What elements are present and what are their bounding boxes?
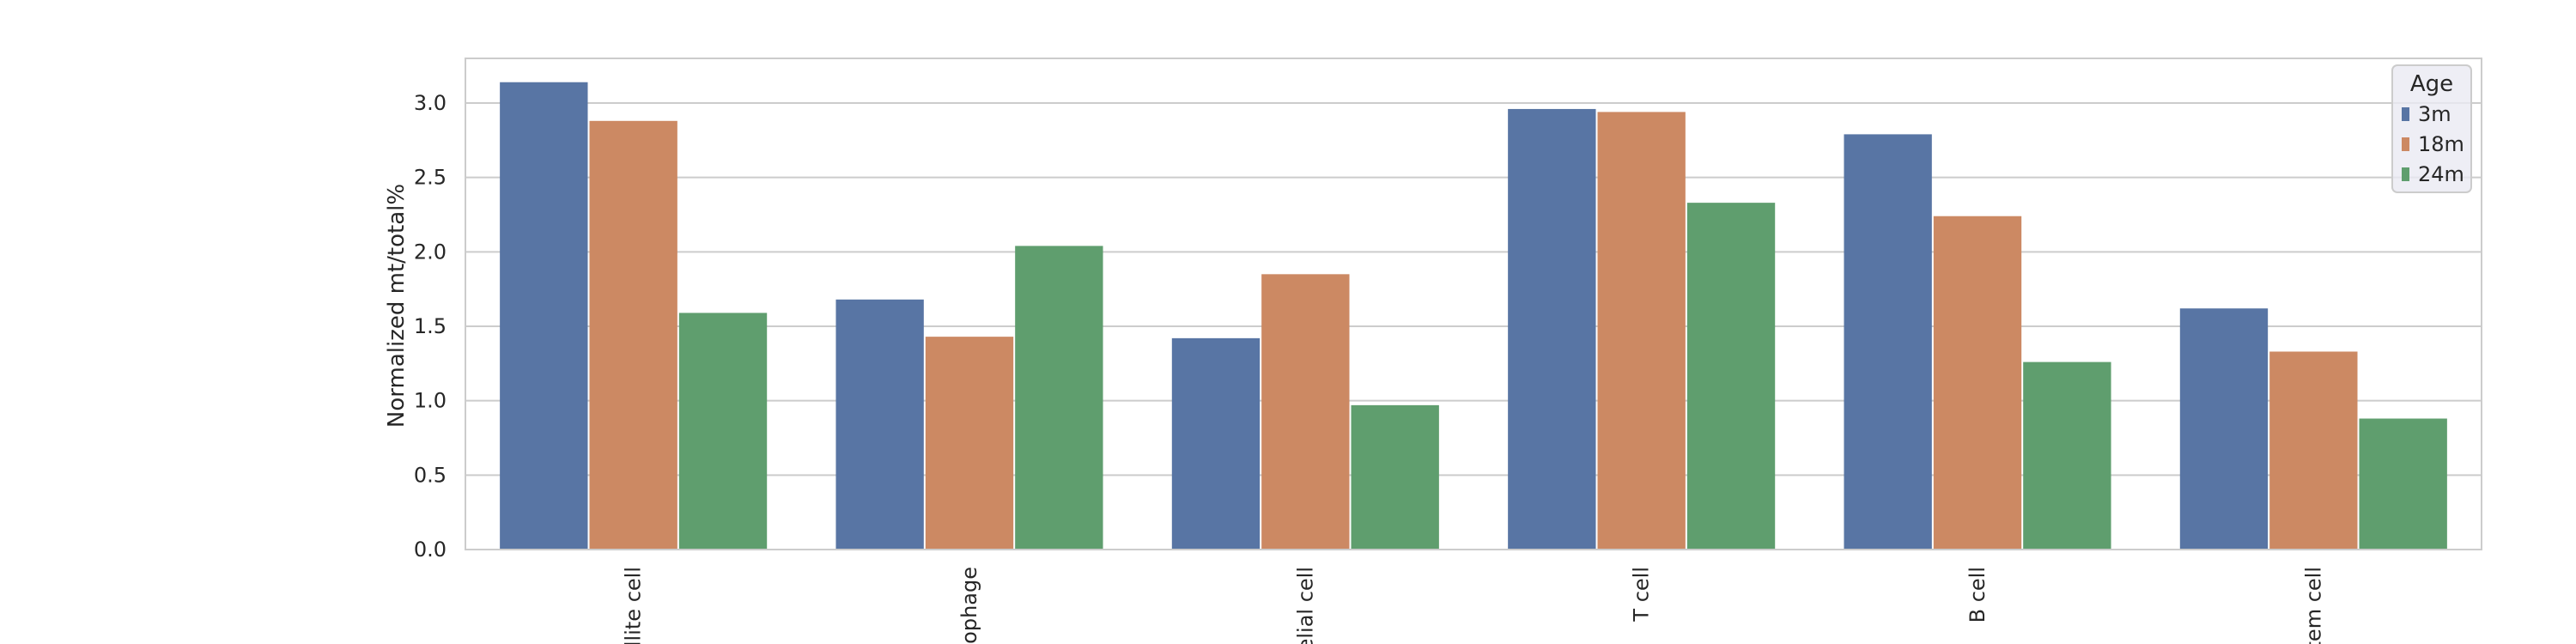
bar-24m-3 <box>1686 203 1776 550</box>
legend-box <box>2391 64 2472 193</box>
bar-18m-2 <box>1261 274 1350 550</box>
bar-3m-0 <box>500 82 588 550</box>
bar-24m-2 <box>1351 404 1439 550</box>
bar-3m-4 <box>1844 134 1932 550</box>
bar-3m-1 <box>835 299 924 550</box>
bar-3m-3 <box>1508 108 1596 550</box>
gridlines <box>465 102 2482 550</box>
y-tick-label: 0.0 <box>414 538 447 562</box>
legend: Age 3m 18m 24m <box>2391 64 2472 193</box>
bar-3m-5 <box>2179 308 2269 550</box>
x-tick-label: B cell <box>1965 567 1990 623</box>
bar-18m-1 <box>925 337 1014 550</box>
x-tick-label: ophage <box>957 567 981 644</box>
plot-frame <box>465 58 2482 550</box>
legend-swatch-18m <box>2402 137 2409 151</box>
legend-title: Age <box>2410 71 2453 97</box>
bar-24m-4 <box>2023 361 2111 550</box>
legend-entry-3m: 3m <box>2418 102 2451 126</box>
y-axis-label: Normalized mt/total% <box>384 184 410 428</box>
y-tick-label: 3.0 <box>414 91 447 115</box>
bar-18m-0 <box>589 120 677 550</box>
x-axis-ticks: llite cell ophage elial cell T cell B cell te… <box>622 567 2326 644</box>
y-axis-ticks: 0.0 0.5 1.0 1.5 2.0 2.5 3.0 <box>414 91 447 562</box>
legend-entry-18m: 18m <box>2418 132 2464 156</box>
x-tick-label: tem cell <box>2301 567 2325 644</box>
bar-18m-5 <box>2269 351 2358 550</box>
y-tick-label: 0.5 <box>414 463 447 487</box>
y-tick-label: 1.0 <box>414 389 447 413</box>
x-tick-label: elial cell <box>1293 567 1317 644</box>
y-tick-label: 2.0 <box>414 240 447 264</box>
legend-swatch-24m <box>2402 167 2409 181</box>
y-tick-label: 1.5 <box>414 314 447 338</box>
legend-swatch-3m <box>2402 107 2409 121</box>
bar-18m-4 <box>1933 216 2022 550</box>
x-tick-label: T cell <box>1630 567 1654 623</box>
bar-3m-2 <box>1171 337 1261 550</box>
bar-24m-5 <box>2359 418 2447 550</box>
x-tick-label: llite cell <box>622 567 646 644</box>
legend-entry-24m: 24m <box>2418 162 2464 186</box>
y-tick-label: 2.5 <box>414 166 447 190</box>
bar-24m-1 <box>1015 246 1103 550</box>
bars <box>500 82 2447 550</box>
bar-18m-3 <box>1597 112 1686 550</box>
bar-24m-0 <box>678 313 768 550</box>
